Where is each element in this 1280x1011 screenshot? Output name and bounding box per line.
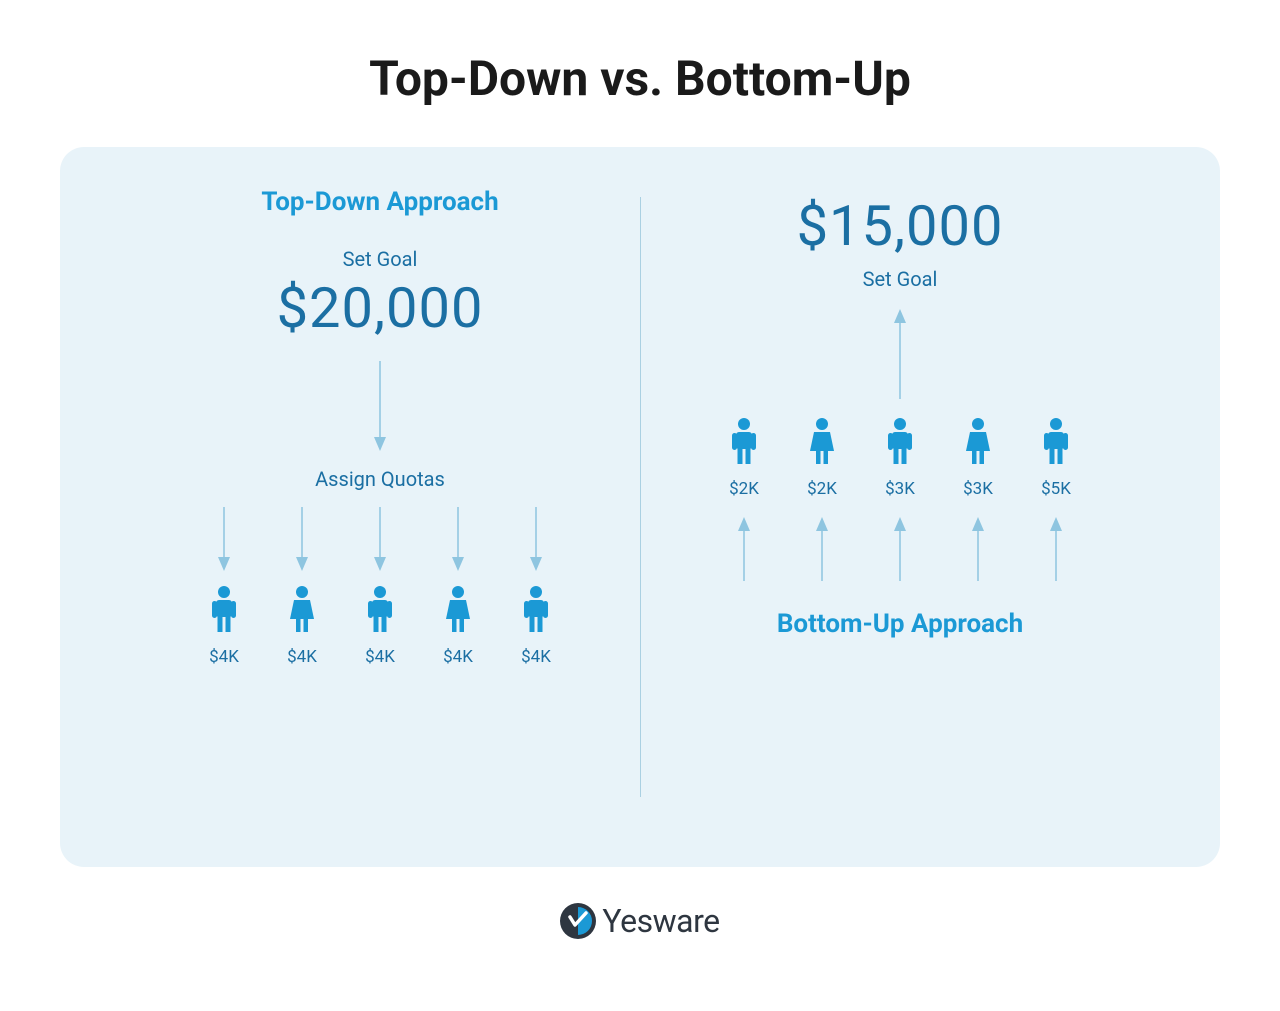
top-down-heading: Top-Down Approach — [261, 187, 498, 217]
quota-label: $2K — [807, 479, 837, 499]
top-down-people-row: $4K $4K $4K $4K $4K — [194, 585, 566, 667]
person-cell: $4K — [506, 585, 566, 667]
bottom-up-column: $15,000 Set Goal $2K $2K $3K — [640, 187, 1160, 827]
quota-label: $3K — [963, 479, 993, 499]
page-title: Top-Down vs. Bottom-Up — [369, 50, 911, 107]
logo: Yesware — [560, 902, 719, 940]
arrow-down-icon — [506, 507, 566, 571]
arrow-up-icon — [714, 517, 774, 581]
bottom-up-heading: Bottom-Up Approach — [777, 609, 1023, 639]
assign-quotas-label: Assign Quotas — [315, 467, 445, 491]
arrow-up-icon — [890, 309, 910, 399]
person-icon — [519, 585, 553, 637]
top-down-column: Top-Down Approach Set Goal $20,000 Assig… — [120, 187, 640, 827]
arrow-down-icon — [370, 361, 390, 451]
quota-label: $4K — [209, 647, 239, 667]
person-icon — [805, 417, 839, 469]
arrow-up-icon — [792, 517, 852, 581]
bottom-up-goal-amount: $15,000 — [797, 193, 1004, 259]
person-icon — [207, 585, 241, 637]
person-cell: $5K — [1026, 417, 1086, 499]
person-icon — [961, 417, 995, 469]
arrow-up-icon — [948, 517, 1008, 581]
comparison-panel: Top-Down Approach Set Goal $20,000 Assig… — [60, 147, 1220, 867]
person-icon — [883, 417, 917, 469]
quota-label: $4K — [521, 647, 551, 667]
top-down-goal-amount: $20,000 — [277, 275, 484, 341]
arrow-up-icon — [1026, 517, 1086, 581]
quota-label: $4K — [443, 647, 473, 667]
yesware-logo-icon — [560, 903, 596, 939]
arrow-down-icon — [428, 507, 488, 571]
quota-label: $5K — [1041, 479, 1071, 499]
quota-label: $4K — [287, 647, 317, 667]
person-cell: $4K — [428, 585, 488, 667]
person-icon — [1039, 417, 1073, 469]
arrow-down-icon — [350, 507, 410, 571]
top-down-arrow-row — [194, 507, 566, 571]
quota-label: $4K — [365, 647, 395, 667]
person-cell: $4K — [194, 585, 254, 667]
person-icon — [441, 585, 475, 637]
person-icon — [285, 585, 319, 637]
person-cell: $2K — [792, 417, 852, 499]
quota-label: $3K — [885, 479, 915, 499]
quota-label: $2K — [729, 479, 759, 499]
arrow-up-icon — [870, 517, 930, 581]
bottom-up-people-row: $2K $2K $3K $3K $5K — [714, 417, 1086, 499]
bottom-up-arrow-row — [714, 517, 1086, 581]
logo-text: Yesware — [602, 902, 719, 940]
top-down-goal-label: Set Goal — [343, 247, 418, 271]
person-cell: $3K — [948, 417, 1008, 499]
arrow-down-icon — [272, 507, 332, 571]
person-cell: $3K — [870, 417, 930, 499]
person-cell: $4K — [272, 585, 332, 667]
arrow-down-icon — [194, 507, 254, 571]
person-icon — [363, 585, 397, 637]
bottom-up-goal-label: Set Goal — [863, 267, 938, 291]
person-cell: $2K — [714, 417, 774, 499]
person-cell: $4K — [350, 585, 410, 667]
person-icon — [727, 417, 761, 469]
